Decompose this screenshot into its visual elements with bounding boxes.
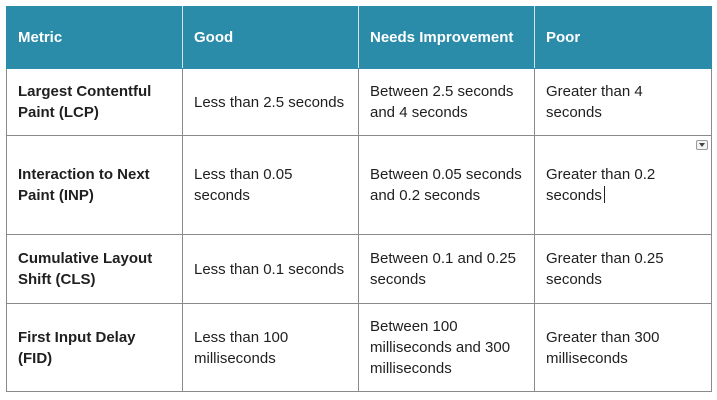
good-cell[interactable]: Less than 100 milliseconds: [182, 303, 359, 392]
needs-improvement-cell[interactable]: Between 2.5 seconds and 4 seconds: [358, 68, 535, 136]
needs-improvement-cell[interactable]: Between 100 milliseconds and 300 millise…: [358, 303, 535, 392]
header-good[interactable]: Good: [182, 6, 359, 69]
table-header-row: Metric Good Needs Improvement Poor: [6, 6, 712, 69]
poor-cell[interactable]: Greater than 300 milliseconds: [534, 303, 712, 392]
text-cursor: [603, 186, 605, 203]
web-vitals-table: Metric Good Needs Improvement Poor Large…: [6, 6, 712, 392]
table-row: Cumulative Layout Shift (CLS) Less than …: [6, 234, 712, 304]
metric-cell[interactable]: Interaction to Next Paint (INP): [6, 135, 183, 235]
metric-cell[interactable]: Cumulative Layout Shift (CLS): [6, 234, 183, 304]
good-cell[interactable]: Less than 2.5 seconds: [182, 68, 359, 136]
needs-improvement-cell[interactable]: Between 0.1 and 0.25 seconds: [358, 234, 535, 304]
chevron-down-icon[interactable]: [696, 140, 708, 150]
good-cell[interactable]: Less than 0.1 seconds: [182, 234, 359, 304]
poor-cell-text: Greater than 0.2 seconds: [546, 166, 656, 204]
metric-cell[interactable]: First Input Delay (FID): [6, 303, 183, 392]
table-row: Interaction to Next Paint (INP) Less tha…: [6, 135, 712, 235]
poor-cell-active[interactable]: Greater than 0.2 seconds: [534, 135, 712, 235]
header-poor[interactable]: Poor: [534, 6, 712, 69]
good-cell[interactable]: Less than 0.05 seconds: [182, 135, 359, 235]
header-metric[interactable]: Metric: [6, 6, 183, 69]
metric-cell[interactable]: Largest Contentful Paint (LCP): [6, 68, 183, 136]
header-needs-improvement[interactable]: Needs Improvement: [358, 6, 535, 69]
table-row: First Input Delay (FID) Less than 100 mi…: [6, 303, 712, 392]
needs-improvement-cell[interactable]: Between 0.05 seconds and 0.2 seconds: [358, 135, 535, 235]
table-row: Largest Contentful Paint (LCP) Less than…: [6, 68, 712, 136]
poor-cell[interactable]: Greater than 4 seconds: [534, 68, 712, 136]
poor-cell[interactable]: Greater than 0.25 seconds: [534, 234, 712, 304]
